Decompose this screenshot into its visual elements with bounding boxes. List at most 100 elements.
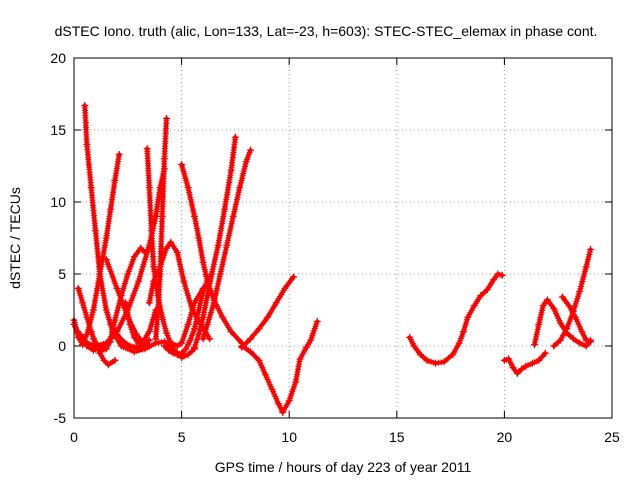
data-point [107, 205, 115, 213]
data-point [505, 355, 513, 363]
data-point [81, 102, 89, 109]
data-point [227, 166, 235, 174]
data-point [231, 133, 239, 141]
data-point [210, 299, 218, 307]
data-point [141, 248, 149, 256]
data-point [569, 307, 577, 315]
data-point [87, 328, 95, 336]
data-point [89, 306, 97, 314]
data-point [163, 329, 170, 337]
x-tick-label: 10 [281, 429, 297, 445]
data-point [178, 349, 186, 357]
data-point [221, 205, 229, 213]
data-point [440, 358, 448, 366]
data-series-16 [199, 146, 254, 343]
data-series-24 [550, 246, 594, 350]
data-point [152, 212, 160, 220]
y-axis-label: dSTEC / TECUs [7, 187, 23, 289]
data-point [543, 296, 551, 304]
series-trace [239, 344, 285, 415]
data-series-10 [143, 145, 214, 350]
data-point [500, 356, 508, 364]
data-point [83, 339, 91, 347]
data-point [522, 362, 530, 370]
data-point [182, 345, 190, 353]
data-point [115, 151, 123, 158]
data-point [184, 351, 192, 359]
data-series-23 [559, 293, 594, 346]
data-point [490, 276, 498, 284]
x-tick-label: 25 [604, 429, 620, 445]
y-tick-label: 20 [50, 50, 66, 66]
data-point [470, 302, 478, 310]
data-point [535, 320, 543, 328]
data-point [145, 299, 153, 307]
data-point [587, 246, 594, 253]
data-point [178, 161, 186, 169]
data-point [111, 176, 119, 184]
data-point [255, 325, 263, 333]
data-point [102, 306, 110, 314]
data-point [208, 270, 216, 278]
data-series [70, 102, 594, 416]
data-point [587, 338, 594, 346]
data-point [180, 277, 188, 285]
data-point [169, 349, 177, 357]
data-point [160, 342, 168, 350]
data-series-21 [500, 349, 549, 377]
data-point [124, 270, 132, 278]
data-point [417, 351, 424, 359]
plus-markers [81, 102, 198, 361]
data-point [406, 333, 414, 341]
data-point [203, 320, 211, 328]
data-point [104, 361, 112, 369]
data-point [582, 263, 590, 271]
grid-lines [74, 58, 612, 418]
chart-title: dSTEC Iono. truth (alic, Lon=133, Lat=-2… [55, 23, 598, 39]
data-point [126, 342, 134, 350]
data-point [111, 316, 119, 324]
data-point [199, 313, 207, 321]
data-series-8 [74, 284, 119, 369]
data-series-19 [238, 273, 297, 351]
data-series-12 [152, 115, 170, 343]
data-point [219, 313, 226, 321]
data-point [528, 359, 536, 367]
y-tick-label: 0 [58, 338, 66, 354]
data-point [264, 313, 272, 321]
data-point [296, 355, 304, 363]
data-point [167, 238, 175, 246]
data-point [464, 313, 472, 321]
data-point [423, 356, 431, 364]
data-point [150, 263, 158, 271]
data-point [191, 212, 198, 220]
data-point [145, 336, 153, 344]
y-tick-label: 5 [58, 266, 66, 282]
data-point [135, 277, 143, 285]
plus-markers [550, 246, 594, 349]
data-point [449, 351, 457, 359]
data-point [199, 335, 207, 343]
data-point [120, 338, 127, 346]
data-point [513, 369, 521, 377]
data-point [483, 286, 491, 294]
x-tick-label: 15 [389, 429, 405, 445]
data-point [455, 339, 463, 347]
data-point [255, 356, 263, 364]
data-point [113, 331, 121, 338]
data-point [539, 302, 547, 310]
data-series-15 [191, 133, 239, 351]
data-point [126, 320, 134, 328]
data-point [556, 319, 564, 327]
data-point [578, 328, 586, 336]
data-point [195, 306, 203, 314]
data-point [117, 342, 125, 350]
plot-frame [73, 57, 613, 419]
data-point [292, 378, 300, 386]
data-point [199, 259, 207, 266]
data-point [410, 342, 418, 350]
data-point [117, 292, 125, 300]
data-point [247, 335, 254, 343]
data-point [550, 305, 558, 313]
